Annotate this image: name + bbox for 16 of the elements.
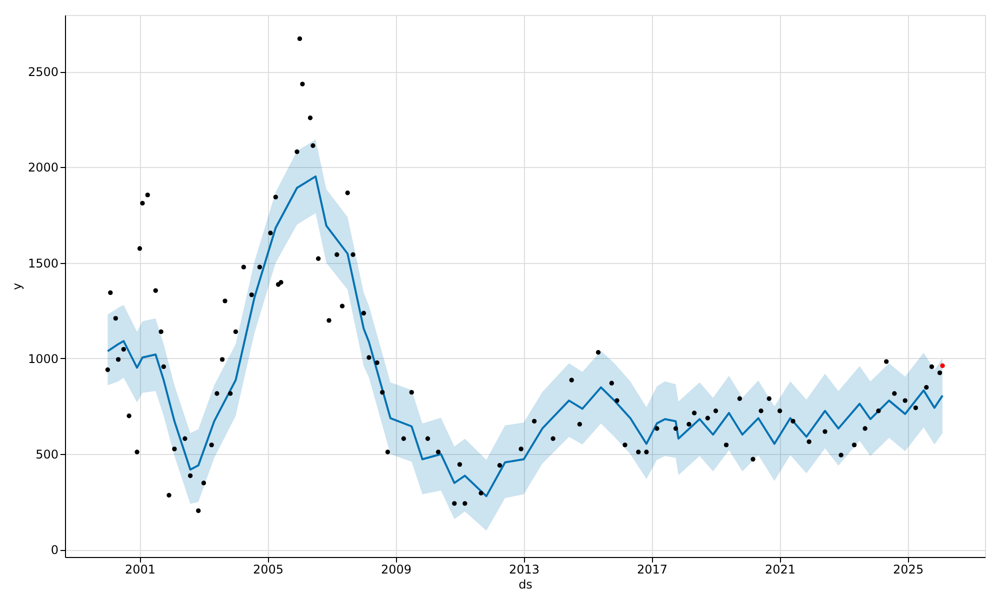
y-tick-label: 2000 xyxy=(28,160,58,175)
x-tick-label: 2021 xyxy=(765,562,796,576)
x-axis-title: ds xyxy=(518,578,532,592)
y-tick-label: 1000 xyxy=(28,352,58,366)
x-tick-label: 2013 xyxy=(509,562,540,576)
x-tick-label: 2017 xyxy=(637,562,668,576)
y-tick-label: 0 xyxy=(50,543,58,558)
y-tick-label: 1500 xyxy=(28,256,58,270)
y-axis-title: y xyxy=(10,282,24,290)
x-tick-label: 2009 xyxy=(380,562,412,576)
y-tick-label: 2500 xyxy=(28,65,58,80)
x-tick-label: 2005 xyxy=(252,562,284,576)
line-series xyxy=(106,175,944,498)
x-tick-label: 2001 xyxy=(124,562,156,576)
x-tick-label: 2025 xyxy=(893,562,924,576)
y-tick-label: 500 xyxy=(36,448,58,462)
